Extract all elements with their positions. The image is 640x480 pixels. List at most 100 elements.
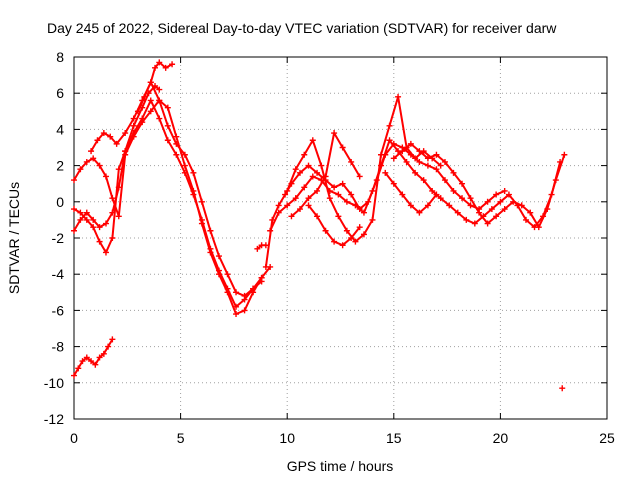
data-point [282,191,289,198]
data-point [139,115,146,122]
data-point [437,195,444,202]
series-line [269,139,562,232]
data-point [164,137,171,144]
data-point [77,209,84,216]
x-tick-label: 20 [493,430,509,446]
y-tick-label: 2 [56,158,64,174]
data-point [390,180,397,187]
data-point [501,187,508,194]
data-point [90,216,97,223]
y-tick-label: 8 [56,49,64,65]
series-line [90,81,263,297]
data-point [233,289,240,296]
y-axis-label: SDTVAR / TECUs [6,182,22,294]
data-point [96,224,103,231]
data-point [314,213,321,220]
data-point [420,177,427,184]
data-point [224,271,231,278]
data-point [424,202,431,209]
data-point [450,187,457,194]
data-point [215,253,222,260]
data-point [305,162,312,169]
data-point [198,198,205,205]
data-point [335,213,342,220]
data-point [386,122,393,129]
data-point [360,231,367,238]
data-point [386,137,393,144]
data-point [378,151,385,158]
data-point [169,61,176,68]
data-point [484,220,491,227]
data-point [352,238,359,245]
data-point [292,195,299,202]
data-point [262,242,269,249]
data-point [113,140,120,147]
data-point [130,115,137,122]
series-group [71,59,568,392]
data-point [437,162,444,169]
y-tick-label: -10 [44,375,64,391]
data-point [173,140,180,147]
data-point [254,245,261,252]
data-point [102,173,109,180]
data-point [416,158,423,165]
grid [74,57,607,419]
data-point [224,285,231,292]
series-track-8 [267,137,564,234]
series-line [286,95,442,243]
data-point [399,148,406,155]
data-point [275,202,282,209]
data-point [493,213,500,220]
data-point [296,206,303,213]
data-point [241,292,248,299]
data-point [233,303,240,310]
data-point [454,209,461,216]
series-track-11 [305,202,363,249]
y-tick-label: -12 [44,411,64,427]
data-point [275,209,282,216]
data-point [424,155,431,162]
data-point [83,158,90,165]
y-tick-label: -2 [52,230,65,246]
data-point [122,148,129,155]
data-point [559,385,566,392]
data-point [288,213,295,220]
data-point [105,343,112,350]
series-track-1 [71,97,274,318]
data-point [75,365,82,372]
data-point [156,115,163,122]
series-track-3 [88,79,265,299]
data-point [156,59,163,66]
data-point [152,82,159,89]
data-point [122,130,129,137]
data-point [88,148,95,155]
data-point [207,227,214,234]
series-track-14 [559,385,566,392]
data-point [429,187,436,194]
data-point [348,191,355,198]
data-point [467,195,474,202]
data-point [147,79,154,86]
data-point [309,137,316,144]
data-point [77,166,84,173]
data-point [471,220,478,227]
data-point [424,162,431,169]
data-point [416,209,423,216]
data-point [215,267,222,274]
data-point [305,202,312,209]
series-track-10 [288,130,363,220]
data-point [441,158,448,165]
data-point [412,155,419,162]
data-point [339,242,346,249]
y-tick-label: -4 [52,266,65,282]
data-point [505,191,512,198]
data-point [463,216,470,223]
data-point [100,350,107,357]
data-point [258,274,265,281]
data-point [173,151,180,158]
data-point [96,162,103,169]
data-point [339,180,346,187]
data-point [369,216,376,223]
